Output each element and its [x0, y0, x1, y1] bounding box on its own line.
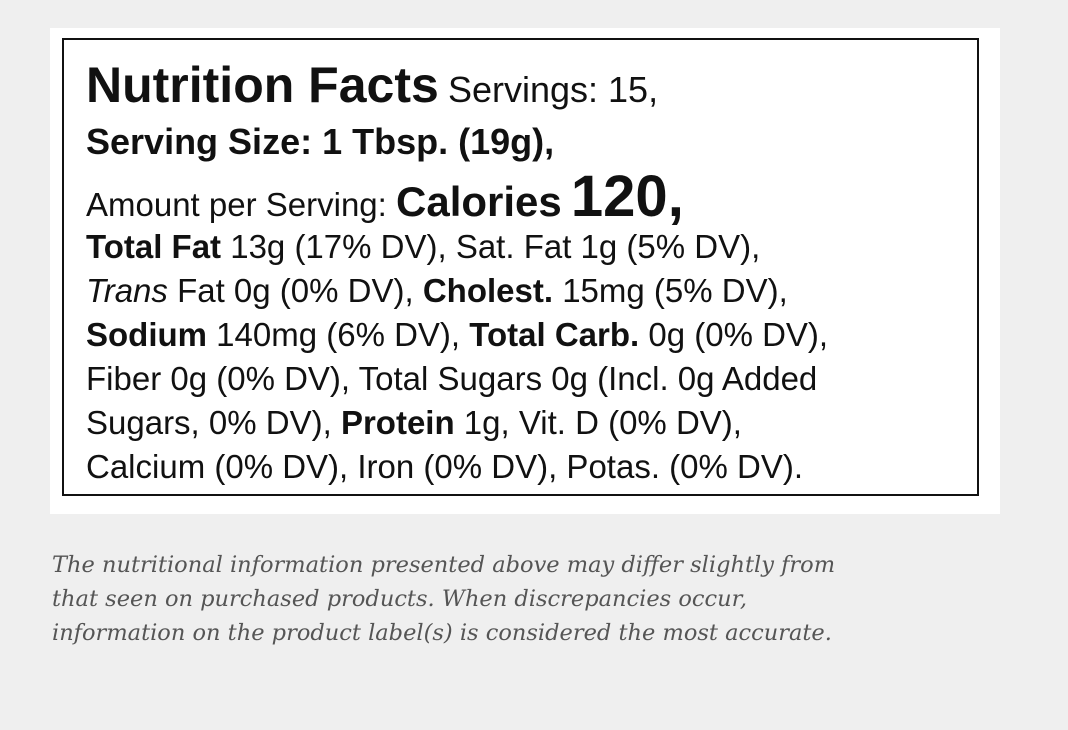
label-text: 0g (0% DV), — [648, 316, 829, 353]
caption-line: that seen on purchased products. When di… — [52, 586, 748, 612]
label-text: Calcium (0% DV), Iron (0% DV), Potas. (0… — [86, 448, 804, 485]
label-text: Fiber 0g (0% DV), Total Sugars 0g (Incl.… — [86, 360, 818, 397]
label-text: 15mg (5% DV), — [562, 272, 788, 309]
label-text: Protein — [340, 404, 455, 441]
label-text: Serving Size: 1 Tbsp. (19g), — [86, 121, 555, 162]
label-line: Total Fat 13g (17% DV), Sat. Fat 1g (5% … — [86, 230, 760, 263]
label-text: Sugars, 0% DV), — [86, 404, 332, 441]
label-text: Cholest. — [422, 272, 554, 309]
label-text: Servings: 15, — [447, 69, 659, 110]
label-text: 140mg (6% DV), — [216, 316, 461, 353]
label-line: Fiber 0g (0% DV), Total Sugars 0g (Incl.… — [86, 362, 817, 395]
label-text: Total Fat — [86, 228, 222, 265]
label-line: Nutrition Facts Servings: 15, — [86, 60, 658, 110]
label-title: Nutrition Facts — [86, 57, 439, 113]
label-text: Fat 0g (0% DV), — [177, 272, 414, 309]
label-text: Trans — [86, 272, 168, 309]
label-text: Calories — [396, 178, 562, 225]
label-line: Sodium 140mg (6% DV), Total Carb. 0g (0%… — [86, 318, 828, 351]
label-text: 1g, Vit. D (0% DV), — [463, 404, 742, 441]
caption-line: The nutritional information presented ab… — [52, 552, 836, 578]
label-text: Total Carb. — [469, 316, 640, 353]
label-line: Amount per Serving: Calories 120, — [86, 168, 684, 226]
label-line: Sugars, 0% DV), Protein 1g, Vit. D (0% D… — [86, 406, 742, 439]
label-line: Calcium (0% DV), Iron (0% DV), Potas. (0… — [86, 450, 803, 483]
label-line: Trans Fat 0g (0% DV), Cholest. 15mg (5% … — [86, 274, 788, 307]
label-text: 13g (17% DV), Sat. Fat 1g (5% DV), — [230, 228, 761, 265]
label-text: Amount per Serving: — [86, 186, 387, 223]
label-card: Nutrition Facts Servings: 15, Serving Si… — [50, 28, 1000, 514]
label-frame: Nutrition Facts Servings: 15, Serving Si… — [62, 38, 979, 496]
label-text: 120, — [570, 164, 684, 229]
label-line: Serving Size: 1 Tbsp. (19g), — [86, 124, 554, 160]
caption-line: information on the product label(s) is c… — [52, 620, 832, 646]
label-text: Sodium — [86, 316, 207, 353]
caption: The nutritional information presented ab… — [52, 548, 835, 650]
